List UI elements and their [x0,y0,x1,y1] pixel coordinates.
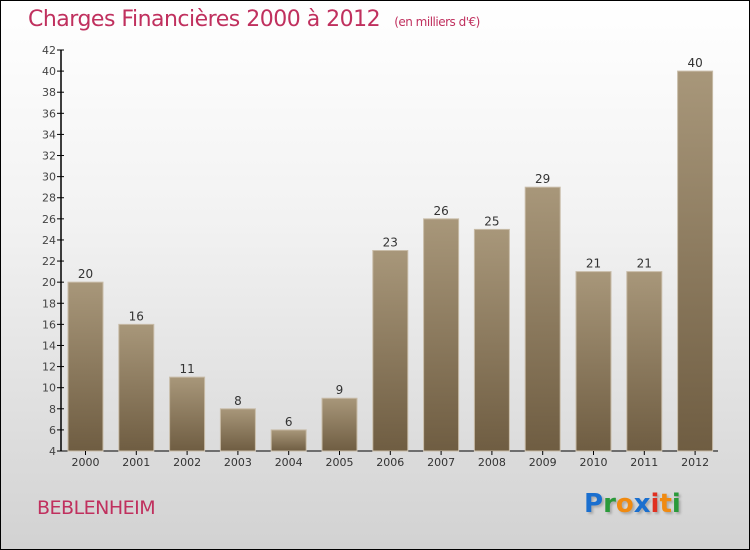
y-tick-label: 14 [42,339,56,352]
y-tick-label: 30 [42,171,56,184]
data-label: 6 [285,415,293,429]
x-tick-label: 2012 [681,456,709,469]
y-tick-label: 42 [42,44,56,57]
data-label: 21 [637,257,652,271]
y-tick-label: 38 [42,86,56,99]
bar [270,429,307,452]
x-tick-label: 2006 [376,456,404,469]
bar [67,281,104,452]
chart-title: Charges Financières 2000 à 2012 (en milli… [28,7,480,32]
y-tick-label: 24 [42,234,56,247]
y-tick-label: 36 [42,107,56,120]
x-tick-label: 2007 [427,456,455,469]
bar [423,218,460,452]
y-tick-label: 6 [49,424,56,437]
bar [473,228,510,452]
y-tick-label: 32 [42,150,56,163]
data-label: 29 [535,172,550,186]
data-label: 20 [78,267,93,281]
bar [372,250,409,452]
proxiti-logo[interactable]: Proxiti [584,489,681,519]
town-name: BEBLENHEIM [37,497,156,519]
y-tick-label: 34 [42,128,56,141]
x-tick-label: 2003 [224,456,252,469]
x-tick-label: 2005 [326,456,354,469]
data-label: 16 [129,309,144,323]
bar [219,408,256,452]
bar [118,323,155,452]
x-tick-label: 2004 [275,456,303,469]
bar [169,376,206,452]
y-tick-label: 40 [42,65,56,78]
y-tick-label: 18 [42,297,56,310]
chart-subtitle: (en milliers d'€) [394,15,480,29]
bar [626,271,663,452]
data-label: 11 [179,362,194,376]
y-tick-label: 16 [42,318,56,331]
title-text: Charges Financières 2000 à 2012 [28,7,381,32]
bar [321,397,358,452]
y-tick-label: 4 [49,445,56,458]
data-label: 21 [586,257,601,271]
data-label: 26 [433,204,448,218]
data-label: 25 [484,214,499,228]
data-label: 23 [383,236,398,250]
y-tick-label: 22 [42,255,56,268]
x-tick-label: 2008 [478,456,506,469]
data-label: 9 [336,383,344,397]
bar [575,271,612,452]
x-tick-label: 2002 [173,456,201,469]
x-tick-label: 2000 [72,456,100,469]
y-tick-label: 26 [42,213,56,226]
y-tick-label: 20 [42,276,56,289]
bar [677,70,714,452]
x-tick-label: 2001 [122,456,150,469]
x-tick-label: 2010 [580,456,608,469]
y-tick-label: 8 [49,403,56,416]
y-tick-label: 12 [42,361,56,374]
bar [524,186,561,452]
y-tick-label: 28 [42,192,56,205]
x-tick-label: 2009 [529,456,557,469]
data-label: 8 [234,394,242,408]
data-label: 40 [687,56,702,70]
x-tick-label: 2011 [630,456,658,469]
y-tick-label: 10 [42,382,56,395]
